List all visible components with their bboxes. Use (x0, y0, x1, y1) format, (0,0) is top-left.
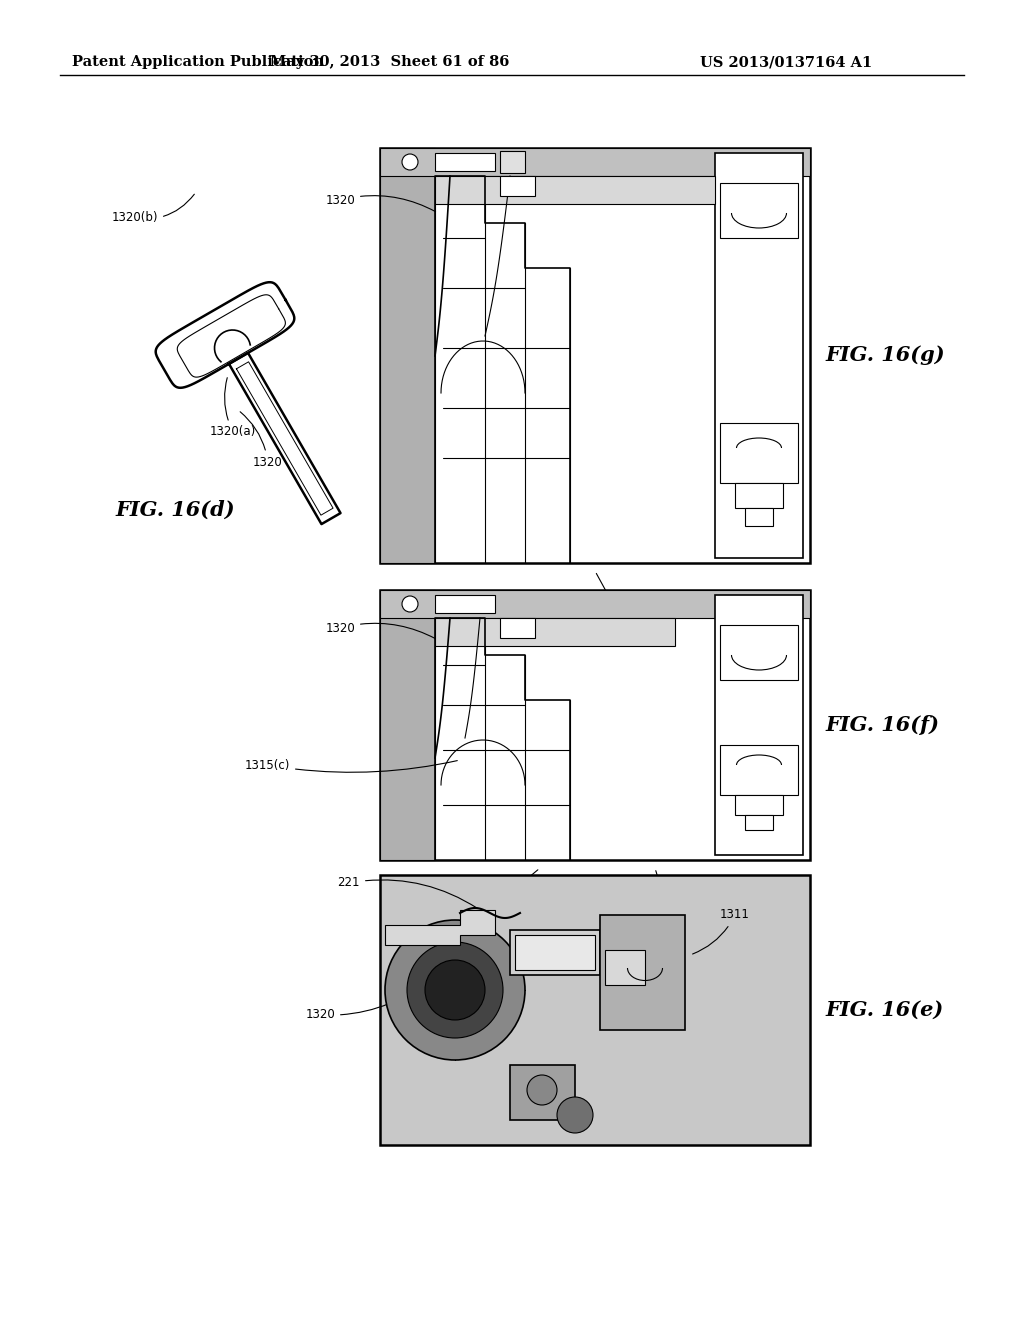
Bar (605, 950, 645, 985)
Text: 1320: 1320 (305, 977, 433, 1022)
Bar (715, 153, 803, 558)
Text: 1320(b): 1320(b) (112, 194, 195, 224)
Bar (510, 931, 600, 975)
Bar (510, 1065, 575, 1119)
Circle shape (425, 960, 485, 1020)
Text: 1315(c): 1315(c) (245, 759, 458, 772)
Bar (600, 915, 685, 1030)
Bar (735, 483, 783, 508)
Text: 1401: 1401 (596, 573, 630, 614)
Bar (515, 935, 595, 970)
Text: 1311: 1311 (692, 908, 750, 954)
Text: 1320: 1320 (326, 622, 435, 639)
Text: 1401: 1401 (650, 871, 680, 908)
Bar (500, 150, 525, 173)
Bar (380, 590, 810, 861)
Bar (745, 508, 773, 525)
Circle shape (527, 1074, 557, 1105)
Bar (720, 422, 798, 483)
Bar (735, 795, 783, 814)
Text: US 2013/0137164 A1: US 2013/0137164 A1 (700, 55, 872, 69)
Text: FIG. 16(e): FIG. 16(e) (825, 1001, 943, 1020)
Bar (435, 618, 675, 645)
Circle shape (402, 154, 418, 170)
Text: Patent Application Publication: Patent Application Publication (72, 55, 324, 69)
Bar (435, 153, 495, 172)
Bar (720, 624, 798, 680)
Text: FIG. 16(d): FIG. 16(d) (115, 500, 234, 520)
Circle shape (557, 1097, 593, 1133)
Bar (720, 183, 798, 238)
Bar (380, 148, 810, 176)
Circle shape (385, 920, 525, 1060)
Bar (380, 590, 810, 618)
Bar (435, 176, 715, 205)
Text: 1320: 1320 (241, 412, 283, 469)
Bar (500, 618, 535, 638)
Text: FIG. 16(g): FIG. 16(g) (825, 345, 944, 366)
Text: FIG. 16(f): FIG. 16(f) (825, 715, 939, 735)
Bar (715, 595, 803, 855)
Bar (380, 148, 435, 564)
Text: 1320: 1320 (326, 194, 435, 211)
Text: May 30, 2013  Sheet 61 of 86: May 30, 2013 Sheet 61 of 86 (270, 55, 510, 69)
Text: 1321: 1321 (485, 870, 538, 908)
Bar (720, 744, 798, 795)
Bar (380, 148, 810, 564)
Bar (380, 875, 810, 1144)
Text: 1320(a): 1320(a) (210, 378, 256, 438)
Circle shape (407, 942, 503, 1038)
Bar (745, 814, 773, 830)
Text: 221: 221 (338, 876, 477, 908)
Bar (500, 176, 535, 195)
Polygon shape (385, 909, 495, 945)
Bar (435, 595, 495, 612)
Bar (380, 590, 435, 861)
Circle shape (402, 597, 418, 612)
